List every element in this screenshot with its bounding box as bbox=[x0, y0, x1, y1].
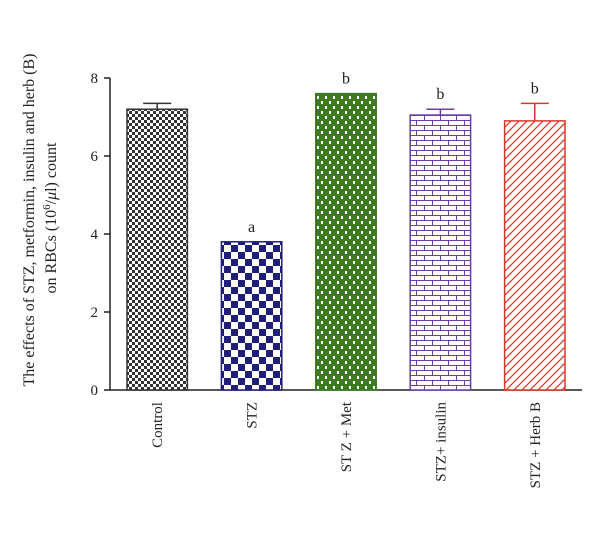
category-labels: Control STZ ST Z + Met STZ+ insulin STZ + He… bbox=[150, 401, 544, 488]
error-bars bbox=[143, 102, 549, 121]
y-tick-label: 4 bbox=[91, 227, 99, 243]
bars bbox=[126, 92, 566, 391]
significance-label: b bbox=[436, 86, 444, 103]
y-axis-title-line-2: on RBCs (106/μl) count bbox=[41, 142, 60, 293]
category-label: STZ + Herb B bbox=[528, 402, 544, 488]
y-axis-title-line-1: The effects of STZ, metformin, insulin a… bbox=[21, 54, 38, 387]
category-label: Control bbox=[150, 402, 166, 448]
significance-label: a bbox=[248, 219, 255, 236]
significance-label: b bbox=[342, 71, 350, 88]
bar bbox=[503, 120, 566, 391]
significance-labels: a b b b bbox=[248, 71, 539, 236]
bar bbox=[315, 92, 377, 391]
significance-label: b bbox=[531, 80, 539, 97]
bar bbox=[409, 114, 472, 391]
y-tick-label: 6 bbox=[91, 149, 99, 165]
y-ticks: 0 2 4 6 8 bbox=[91, 71, 110, 399]
y-tick-label: 0 bbox=[91, 383, 99, 399]
bar bbox=[220, 241, 283, 391]
y-axis-title: The effects of STZ, metformin, insulin a… bbox=[21, 50, 60, 387]
category-label: STZ bbox=[245, 402, 261, 429]
y-tick-label: 2 bbox=[91, 305, 99, 321]
y-tick-label: 8 bbox=[91, 71, 99, 87]
bar bbox=[126, 108, 189, 391]
category-label: ST Z + Met bbox=[339, 401, 355, 472]
category-label: STZ+ insulin bbox=[433, 402, 449, 482]
